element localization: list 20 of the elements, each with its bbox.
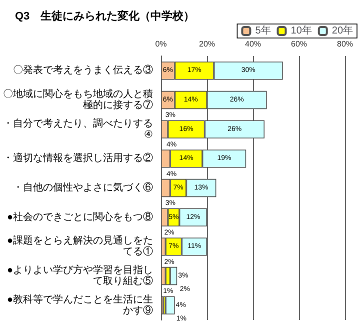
y-tick-label: ●課題をとらえ解決の見通しをたてる① (6, 234, 153, 258)
legend-label: 5年 (255, 24, 271, 36)
y-tick-label: ・適切な情報を選択し活用する② (3, 152, 153, 164)
legend-label: 10年 (290, 24, 312, 36)
y-tick-label: 〇発表で考えをうまく伝える③ (13, 64, 153, 76)
x-tick-label: 80% (336, 40, 354, 48)
y-tick-label: ・自分で考えたり、調べたりする④ (3, 117, 153, 140)
bar (166, 296, 175, 314)
y-tick-label: ●教科等で学んだことを生活に生かす⑨ (6, 293, 153, 316)
x-tick-label: 40% (244, 40, 262, 48)
x-tick-label: 20% (198, 40, 216, 48)
legend-label: 20年 (332, 24, 353, 36)
y-tick-label: ●社会のできごとに関心をもつ⑧ (6, 210, 153, 223)
y-tick-label: ●よりよい学び方や学習を目指して取り組む⑤ (6, 264, 153, 287)
y-tick-label: 〇地域に関心をもち地域の人と積極的に接する⑦ (3, 88, 153, 111)
bar (161, 266, 166, 286)
chart-title: Q3 生徒にみられた変化（中学校） (15, 10, 195, 22)
y-tick-label: ・自他の個性やよさに気づく⑥ (13, 182, 153, 194)
x-tick-label: 60% (290, 40, 308, 48)
x-tick-label: 0% (155, 40, 167, 48)
